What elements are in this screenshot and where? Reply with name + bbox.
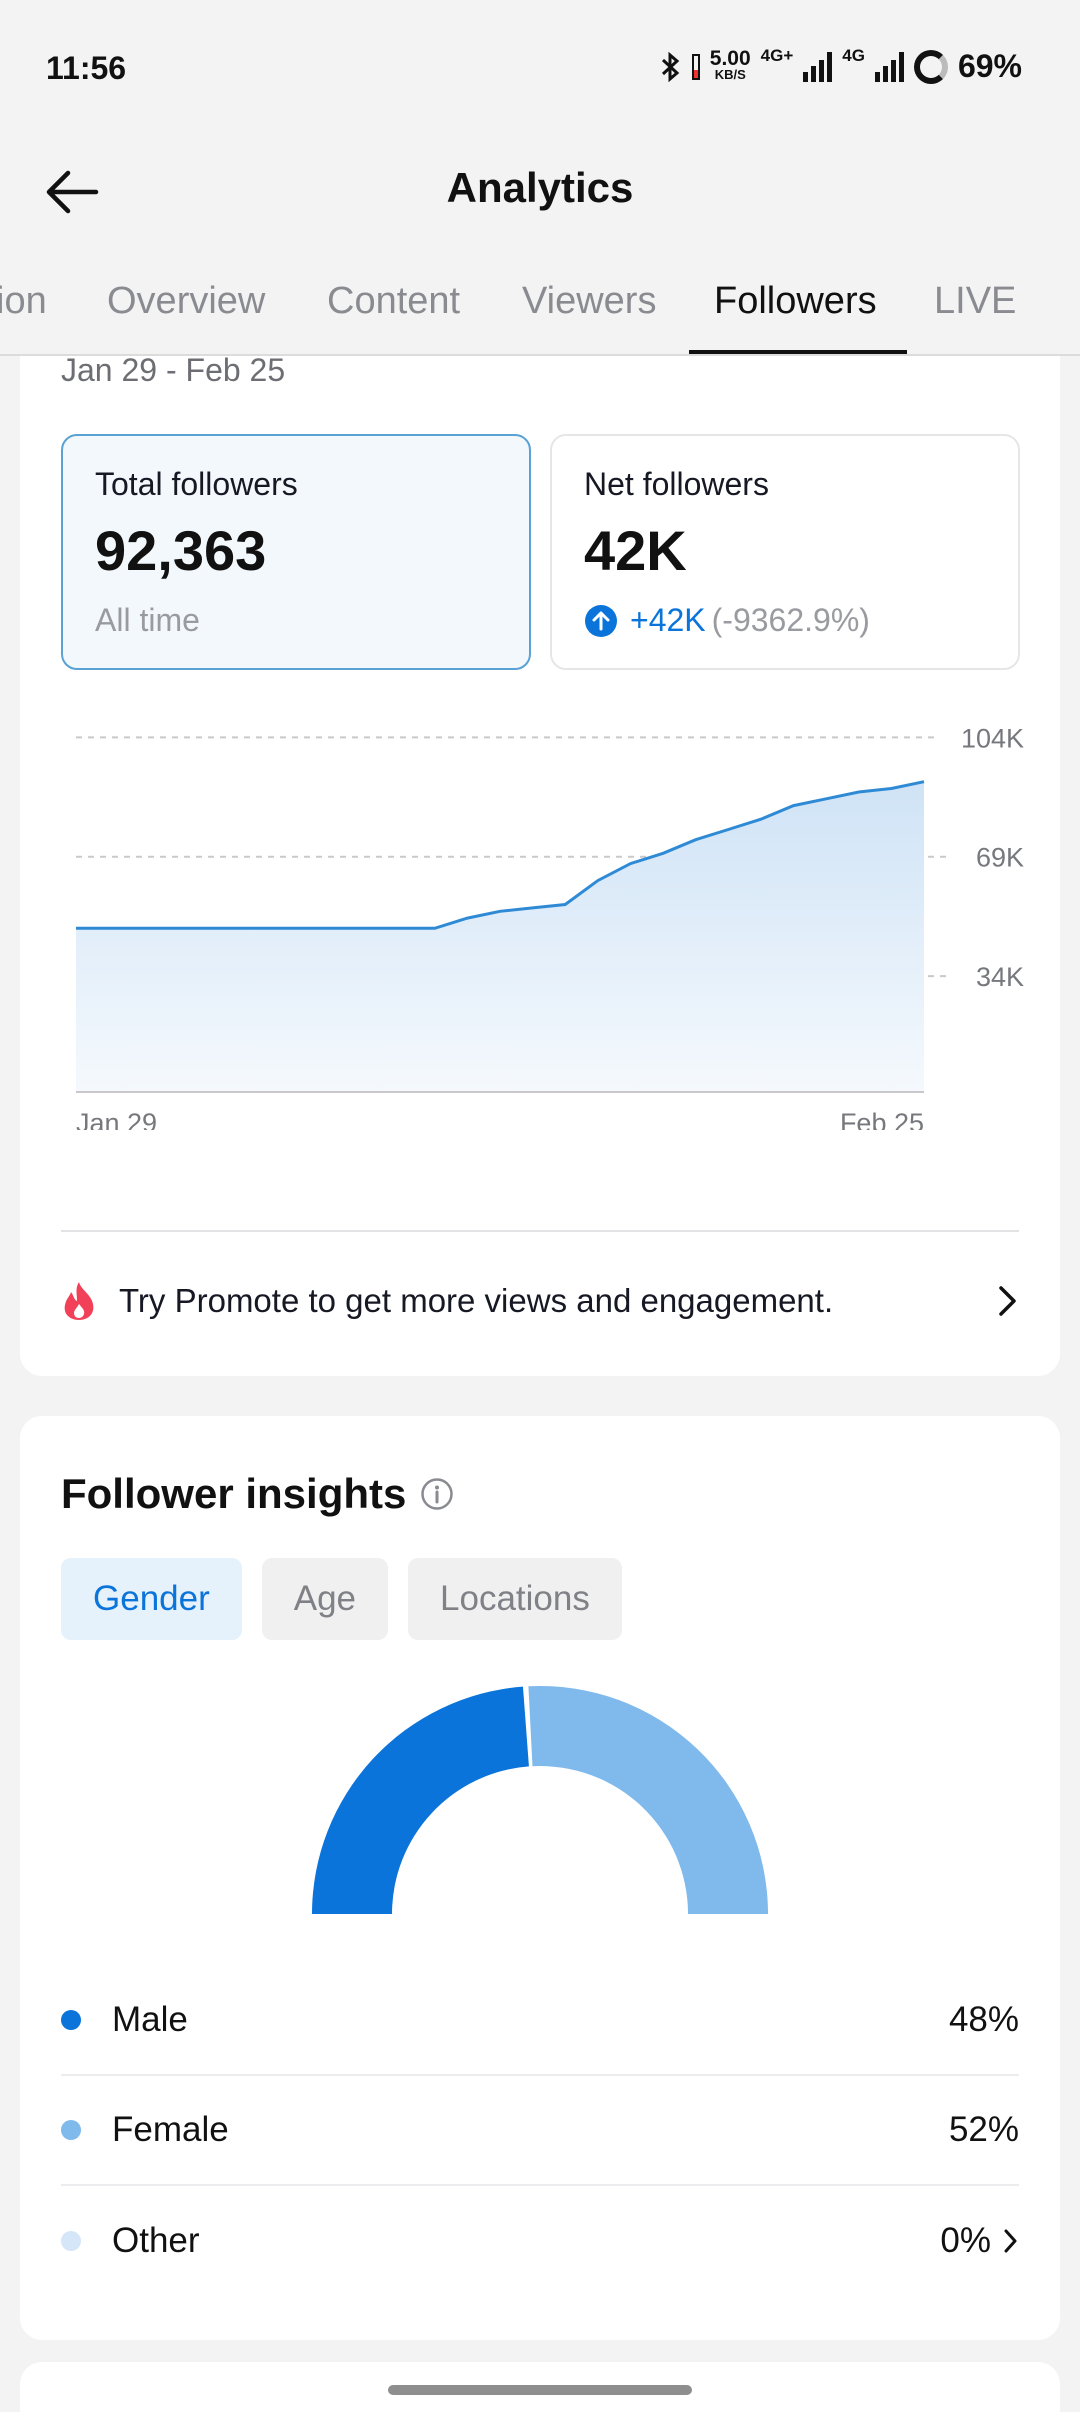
date-range: Jan 29 - Feb 25 <box>61 352 286 388</box>
chevron-right-icon <box>999 1286 1016 1316</box>
insights-title: Follower insights <box>61 1470 407 1517</box>
legend-dot-female <box>61 2120 81 2140</box>
legend-value-other-wrap: 0% <box>940 2221 1019 2261</box>
donut-segment-female <box>528 1686 768 1914</box>
bluetooth-icon <box>661 51 680 82</box>
battery-percent: 69% <box>957 48 1022 84</box>
status-time: 11:56 <box>46 50 127 86</box>
total-followers-sub: All time <box>95 602 200 638</box>
legend-row-male: Male 48% <box>61 1966 1019 2076</box>
insights-filter-chips: Gender Age Locations <box>61 1558 622 1640</box>
network-type-1: 4G+ <box>760 46 794 65</box>
battery-icon <box>913 49 948 84</box>
signal-icon-1 <box>803 51 833 82</box>
legend-row-female: Female 52% <box>61 2076 1019 2186</box>
tab-viewers[interactable]: Viewers <box>522 280 657 322</box>
chip-locations[interactable]: Locations <box>408 1558 622 1640</box>
x-tick-end: Feb 25 <box>840 1108 924 1130</box>
x-tick-start: Jan 29 <box>76 1108 157 1130</box>
tab-overview[interactable]: Overview <box>107 280 266 322</box>
status-bar: 11:56 5.00 KB/S 4G+ 4G 69% <box>0 0 1080 140</box>
y-tick-label: 69K <box>976 843 1024 873</box>
home-indicator[interactable] <box>388 2385 692 2395</box>
arrow-left-icon <box>46 170 99 214</box>
chart-area-fill <box>76 781 924 1092</box>
legend-row-other[interactable]: Other 0% <box>61 2186 1019 2296</box>
status-icons: 5.00 KB/S 4G+ 4G 69% <box>660 46 1022 85</box>
info-icon[interactable] <box>420 1477 454 1511</box>
chart-series-line <box>76 780 925 930</box>
legend-dot-other <box>61 2231 81 2251</box>
legend-label-other: Other <box>112 2221 200 2260</box>
promote-text: Try Promote to get more views and engage… <box>119 1282 834 1319</box>
chip-gender[interactable]: Gender <box>61 1558 242 1640</box>
followers-chart: 104K 69K 34K Jan 29 Feb 25 <box>76 723 1024 1130</box>
net-followers-delta-pct: (-9362.9%) <box>711 602 870 638</box>
tab-content[interactable]: Content <box>327 280 461 322</box>
donut-segment-male <box>312 1686 529 1914</box>
network-speed-value: 5.00 <box>709 46 751 70</box>
insights-title-row: Follower insights <box>61 1470 454 1518</box>
tab-bar: ion Overview Content Viewers Followers L… <box>0 250 1080 356</box>
follower-insights-card: Follower insights Gender Age Locations M… <box>20 1416 1060 2340</box>
legend-label-female: Female <box>112 2110 229 2149</box>
signal-icon-2 <box>874 51 904 82</box>
chevron-right-icon <box>1004 2229 1017 2253</box>
total-followers-value: 92,363 <box>95 519 267 582</box>
total-followers-label: Total followers <box>95 466 298 502</box>
network-type-2: 4G <box>842 46 865 65</box>
net-followers-delta-value: +42K <box>630 602 706 638</box>
total-followers-card[interactable]: Total followers 92,363 All time <box>61 434 531 670</box>
legend-value-other: 0% <box>940 2221 991 2260</box>
flame-icon <box>64 1282 94 1320</box>
active-tab-indicator <box>689 350 907 354</box>
legend-value-male: 48% <box>948 2000 1019 2039</box>
back-button[interactable] <box>40 160 104 224</box>
header: Analytics <box>0 140 1080 240</box>
arrow-up-circle-icon <box>585 604 617 637</box>
gender-legend: Male 48% Female 52% Other 0% <box>61 1966 1019 2296</box>
page-title: Analytics <box>446 164 634 211</box>
divider <box>61 1230 1019 1232</box>
legend-value-female: 52% <box>948 2110 1019 2149</box>
y-tick-label: 104K <box>961 723 1024 753</box>
net-followers-delta: +42K (-9362.9%) <box>584 602 870 639</box>
network-speed: 5.00 KB/S <box>709 46 751 83</box>
battery-low-indicator <box>691 53 700 80</box>
followers-card: Jan 29 - Feb 25 Total followers 92,363 A… <box>20 330 1060 1376</box>
tab-live[interactable]: LIVE <box>934 280 1017 322</box>
chip-age[interactable]: Age <box>261 1558 389 1640</box>
network-speed-unit: KB/S <box>714 66 746 82</box>
net-followers-card[interactable]: Net followers 42K +42K (-9362.9%) <box>550 434 1020 670</box>
tab-inspiration[interactable]: ion <box>0 280 47 322</box>
y-tick-label: 34K <box>976 962 1024 992</box>
net-followers-label: Net followers <box>584 466 769 502</box>
promote-banner[interactable]: Try Promote to get more views and engage… <box>61 1266 1019 1336</box>
legend-dot-male <box>61 2010 81 2030</box>
tab-followers[interactable]: Followers <box>714 280 877 322</box>
gender-half-donut-chart <box>312 1686 768 1914</box>
net-followers-value: 42K <box>584 519 687 582</box>
legend-label-male: Male <box>112 2000 188 2039</box>
